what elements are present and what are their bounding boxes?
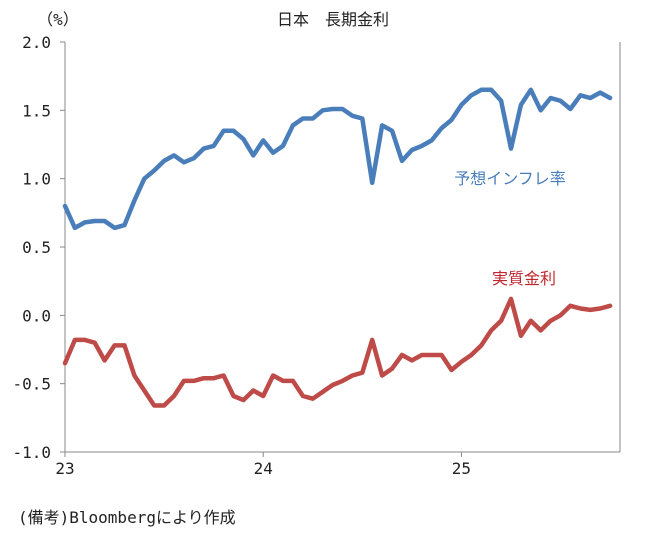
y-tick-label: -1.0 xyxy=(12,443,51,462)
real-rate-label: 実質金利 xyxy=(492,269,556,288)
y-axis-unit-label: （%） xyxy=(37,10,79,29)
y-tick-label: 0.0 xyxy=(22,306,51,325)
chart-title: 日本 長期金利 xyxy=(277,10,389,29)
y-tick-label: 1.0 xyxy=(22,170,51,189)
y-tick-label: 2.0 xyxy=(22,33,51,52)
x-tick-label: 23 xyxy=(55,459,74,478)
real-rate-line xyxy=(62,296,613,408)
footnote: (備考)Bloombergにより作成 xyxy=(18,508,236,527)
x-tick-label: 24 xyxy=(254,459,273,478)
y-tick-label: 0.5 xyxy=(22,238,51,257)
x-tick-label: 25 xyxy=(452,459,471,478)
inflation-expectation-line xyxy=(62,87,613,231)
y-tick-label: 1.5 xyxy=(22,101,51,120)
inflation-expectation-label: 予想インフレ率 xyxy=(454,169,566,188)
y-tick-label: -0.5 xyxy=(12,375,51,394)
